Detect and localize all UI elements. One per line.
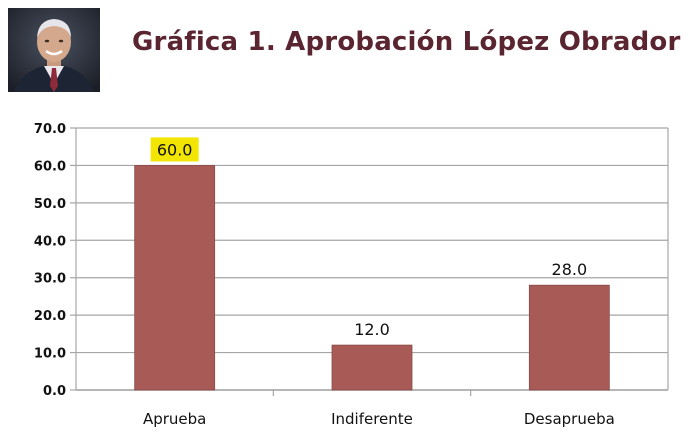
y-tick-label-2: 20.0 (34, 309, 66, 324)
data-label-highlight (150, 137, 199, 162)
y-tick-label-6: 60.0 (34, 159, 66, 174)
y-tick-label-7: 70.0 (34, 122, 66, 137)
data-label-desaprueba: 28.0 (552, 260, 588, 279)
portrait-image (8, 8, 100, 92)
page-title: Gráfica 1. Aprobación López Obrador (132, 27, 681, 57)
data-label-aprueba: 60.0 (157, 140, 193, 159)
y-tick-label-4: 40.0 (34, 234, 66, 249)
y-tick-label-3: 30.0 (34, 272, 66, 287)
data-label-indiferente: 12.0 (354, 320, 390, 339)
y-tick-label-5: 50.0 (34, 197, 66, 212)
category-label-indiferente: Indiferente (331, 410, 413, 428)
y-axis-ticks: 0.0 10.0 20.0 30.0 40.0 50.0 60.0 70.0 (34, 122, 66, 399)
category-label-aprueba: Aprueba (143, 410, 206, 428)
y-tick-label-1: 10.0 (34, 347, 66, 362)
x-axis-categories: Aprueba Indiferente Desaprueba (143, 410, 615, 428)
chart-data-labels: 60.0 12.0 28.0 (150, 137, 588, 339)
chart-bars (134, 165, 610, 391)
category-label-desaprueba: Desaprueba (524, 410, 615, 428)
header-photo (8, 8, 100, 92)
bar-aprueba (134, 165, 216, 391)
bar-desaprueba (528, 284, 610, 391)
bar-indiferente (331, 344, 413, 391)
y-tick-label-0: 0.0 (43, 384, 66, 399)
